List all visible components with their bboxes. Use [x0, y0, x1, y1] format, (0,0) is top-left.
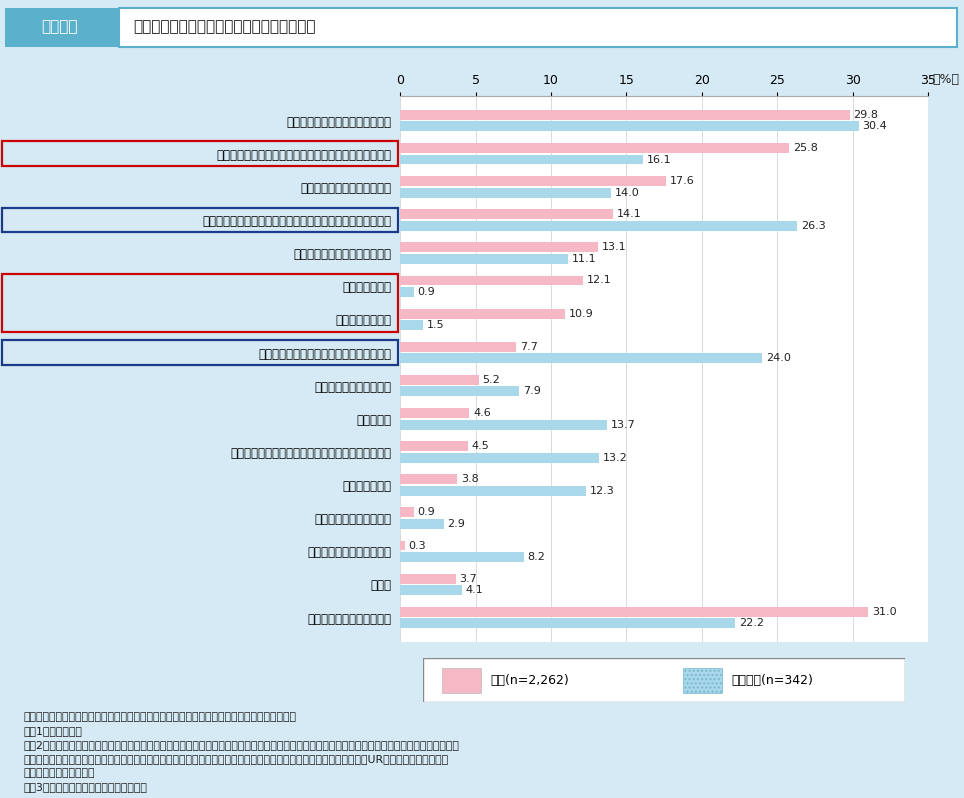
- Text: 現在の住宅の問題点（持家／賃貸住宅の別）: 現在の住宅の問題点（持家／賃貸住宅の別）: [133, 20, 315, 34]
- Bar: [400, 254, 568, 264]
- Text: 13.7: 13.7: [610, 420, 635, 429]
- Bar: [400, 375, 478, 385]
- Text: （注3）「不明・無回答」は除いている。: （注3）「不明・無回答」は除いている。: [24, 782, 147, 792]
- Bar: [400, 386, 520, 397]
- Bar: [2, 274, 398, 332]
- Text: 16.1: 16.1: [647, 155, 672, 164]
- Bar: [400, 408, 469, 418]
- Text: 31.0: 31.0: [871, 606, 897, 617]
- Text: 0.9: 0.9: [417, 287, 435, 297]
- Text: 26.3: 26.3: [801, 221, 825, 231]
- Bar: [400, 320, 422, 330]
- Bar: [400, 519, 443, 529]
- Bar: [400, 287, 414, 297]
- Text: 賃貸住宅(n=342): 賃貸住宅(n=342): [732, 674, 814, 687]
- Bar: [400, 420, 607, 429]
- Text: 5.2: 5.2: [482, 375, 500, 385]
- Text: 10.9: 10.9: [569, 309, 593, 318]
- Bar: [400, 508, 414, 517]
- Bar: [400, 309, 565, 318]
- Bar: [400, 354, 763, 363]
- Bar: [2, 207, 398, 232]
- Bar: [400, 441, 468, 451]
- Bar: [400, 254, 568, 264]
- Text: 14.1: 14.1: [617, 209, 641, 219]
- Text: 17.6: 17.6: [669, 176, 694, 186]
- Text: 図３－３: 図３－３: [41, 20, 78, 34]
- Bar: [400, 540, 405, 551]
- Bar: [400, 618, 736, 628]
- Text: 4.5: 4.5: [471, 441, 490, 451]
- Bar: [400, 519, 443, 529]
- Bar: [119, 8, 957, 46]
- Text: 14.0: 14.0: [615, 188, 640, 198]
- Bar: [400, 486, 586, 496]
- Text: 0.3: 0.3: [409, 540, 426, 551]
- Bar: [400, 155, 643, 164]
- Text: 7.9: 7.9: [523, 386, 541, 397]
- Bar: [400, 176, 666, 186]
- Bar: [400, 275, 582, 286]
- Bar: [400, 452, 600, 463]
- Bar: [400, 243, 598, 252]
- Bar: [400, 574, 456, 583]
- Bar: [400, 209, 613, 219]
- Text: 持家(n=2,262): 持家(n=2,262): [491, 674, 570, 687]
- Bar: [400, 188, 611, 198]
- Text: 答した人の合計。: 答した人の合計。: [24, 768, 95, 778]
- Text: 25.8: 25.8: [793, 143, 818, 153]
- Bar: [442, 668, 481, 693]
- Text: 11.1: 11.1: [572, 254, 596, 264]
- Text: 資料：内閣府「令和５年度高齢社会対策総合調査（高齢者の住宅と生活環境に関する調査）」: 資料：内閣府「令和５年度高齢社会対策総合調査（高齢者の住宅と生活環境に関する調査…: [24, 712, 297, 722]
- Bar: [400, 552, 523, 562]
- Bar: [2, 340, 398, 365]
- Text: 2.9: 2.9: [447, 519, 466, 529]
- Text: 7.7: 7.7: [520, 342, 538, 352]
- Bar: [400, 221, 797, 231]
- Bar: [400, 386, 520, 397]
- Text: 12.3: 12.3: [589, 486, 614, 496]
- Bar: [400, 552, 523, 562]
- Bar: [400, 287, 414, 297]
- Bar: [400, 452, 600, 463]
- Bar: [400, 585, 462, 595]
- Text: 4.1: 4.1: [466, 585, 484, 595]
- Text: は、総合調査において現在の住宅について「賃貸住宅（一戸建て／民営のアパート、マンション／公営・公社・UR等の集合住宅）」と回: は、総合調査において現在の住宅について「賃貸住宅（一戸建て／民営のアパート、マン…: [24, 754, 449, 764]
- Bar: [400, 110, 850, 120]
- Text: 3.7: 3.7: [460, 574, 477, 583]
- Text: 8.2: 8.2: [527, 552, 546, 562]
- Bar: [5, 8, 119, 46]
- Bar: [400, 143, 790, 153]
- Text: （%）: （%）: [933, 73, 960, 86]
- Text: 4.6: 4.6: [473, 408, 491, 418]
- Bar: [400, 121, 859, 132]
- Bar: [400, 342, 517, 352]
- Text: 22.2: 22.2: [739, 618, 763, 628]
- Text: 24.0: 24.0: [766, 354, 790, 363]
- Bar: [400, 486, 586, 496]
- Text: 13.2: 13.2: [603, 452, 628, 463]
- Bar: [400, 606, 868, 617]
- Text: 1.5: 1.5: [426, 320, 444, 330]
- Text: 0.9: 0.9: [417, 508, 435, 517]
- Bar: [400, 188, 611, 198]
- Text: （注1）複数回答。: （注1）複数回答。: [24, 726, 83, 737]
- Bar: [400, 354, 763, 363]
- Bar: [400, 320, 422, 330]
- Bar: [400, 618, 736, 628]
- Bar: [400, 474, 457, 484]
- Bar: [400, 221, 797, 231]
- Text: 13.1: 13.1: [602, 243, 627, 252]
- Bar: [400, 155, 643, 164]
- Text: 12.1: 12.1: [586, 275, 611, 286]
- Bar: [400, 121, 859, 132]
- Text: （注2）「持家」は、総合調査において現在の住宅について「持家（一戸建て／分譲マンション等の集合住宅）」と回答した人の合計。「賃貸住宅」: （注2）「持家」は、総合調査において現在の住宅について「持家（一戸建て／分譲マン…: [24, 740, 460, 750]
- Text: 30.4: 30.4: [863, 121, 888, 132]
- Text: 3.8: 3.8: [461, 474, 479, 484]
- Bar: [400, 420, 607, 429]
- Bar: [400, 585, 462, 595]
- Bar: [2, 141, 398, 166]
- Text: 29.8: 29.8: [853, 110, 878, 120]
- Bar: [683, 668, 722, 693]
